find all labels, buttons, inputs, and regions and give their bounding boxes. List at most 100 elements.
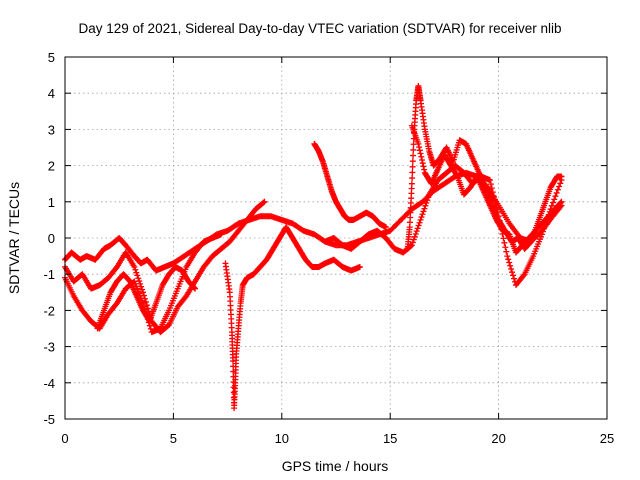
data-point [508,265,515,272]
data-point [554,186,561,193]
y-tick-label: 0 [48,231,55,246]
y-tick-label: -4 [43,376,55,391]
series-track-5 [222,224,363,412]
data-point [540,225,547,232]
data-point [417,150,424,157]
data-point [548,202,555,209]
series-track-9 [408,122,565,256]
data-point [424,197,431,204]
data-point [140,289,147,296]
data-point [410,152,417,159]
data-point [410,236,417,243]
data-point [412,230,419,237]
data-point [419,160,426,167]
y-tick-label: 1 [48,195,55,210]
axis-ticks: 0 5 10 15 20 25 -5 -4 -3 -2 -1 0 1 2 3 4 5 [43,50,614,446]
data-point [143,302,150,309]
data-point [382,224,389,231]
data-point [261,198,268,205]
data-point [556,183,563,190]
data-point [133,269,140,276]
data-point [490,193,497,200]
series-track-4 [94,263,199,332]
data-point [131,263,138,270]
y-tick-label: -5 [43,412,55,427]
data-point [413,228,420,235]
series-track-6 [311,140,389,231]
data-point [511,275,518,282]
data-point [553,189,560,196]
data-point [420,163,427,170]
data-points [62,82,565,412]
data-point [501,239,508,246]
data-point [552,193,559,200]
data-point [144,305,151,312]
data-point [416,144,423,151]
x-axis-label: GPS time / hours [282,458,389,474]
data-point [411,233,418,240]
data-point [421,205,428,212]
data-point [423,200,430,207]
data-point [558,198,565,205]
x-tick-label: 10 [275,431,289,446]
data-point [409,163,416,170]
data-point [415,140,422,147]
data-point [134,272,141,279]
y-tick-label: 5 [48,50,55,65]
data-point [539,228,546,235]
data-point [192,285,199,292]
x-tick-label: 5 [170,431,177,446]
data-point [416,219,423,226]
data-point [425,194,432,201]
data-point [218,231,225,238]
data-point [502,244,509,251]
data-point [509,269,516,276]
series-track-3 [62,231,225,336]
data-point [139,286,146,293]
x-tick-label: 25 [600,431,614,446]
data-point [489,189,496,196]
data-point [419,211,426,218]
data-point [422,202,429,209]
data-point [510,272,517,279]
data-point [551,196,558,203]
data-point [409,175,416,182]
data-point [409,169,416,176]
data-point [418,153,425,160]
data-point [191,284,198,291]
y-tick-label: -1 [43,267,55,282]
data-point [538,231,545,238]
data-point [504,253,511,260]
y-tick-label: 2 [48,159,55,174]
grid [65,57,607,419]
y-tick-label: 3 [48,122,55,137]
data-point [503,248,510,255]
data-point [486,177,493,184]
y-tick-label: -3 [43,340,55,355]
data-point [132,266,139,273]
data-point [415,222,422,229]
series-track-1 [62,169,565,274]
data-point [421,166,428,173]
data-point [550,199,557,206]
data-point [410,146,417,153]
data-point [414,225,421,232]
data-point [507,262,514,269]
data-point [260,199,267,206]
data-point [142,298,149,305]
data-point [420,208,427,215]
data-point [418,214,425,221]
data-point [417,216,424,223]
data-point [488,185,495,192]
data-point [557,199,564,206]
data-point [416,147,423,154]
data-point [409,158,416,165]
data-point [506,259,513,266]
data-point [557,180,564,187]
y-tick-label: -2 [43,303,55,318]
y-axis-label: SDTVAR / TECUs [6,182,22,294]
data-point [408,242,415,249]
chart-title: Day 129 of 2021, Sidereal Day-to-day VTE… [79,21,562,36]
data-point [356,263,363,270]
data-point [520,272,527,279]
